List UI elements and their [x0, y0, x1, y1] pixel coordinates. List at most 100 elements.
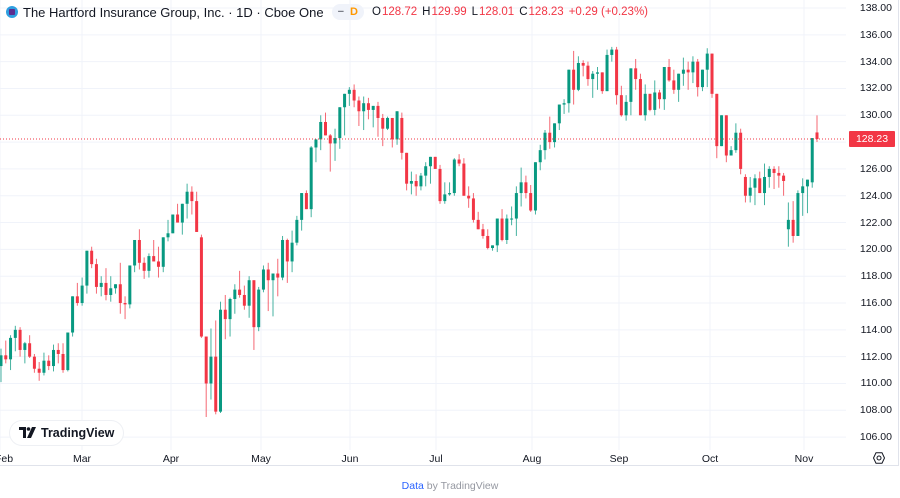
candle: [51, 344, 55, 372]
time-tick-label: May: [251, 453, 271, 465]
tradingview-watermark[interactable]: TradingView: [10, 421, 124, 445]
candle: [238, 270, 242, 298]
candle: [648, 93, 652, 112]
price-tick-label: 106.00: [859, 431, 892, 444]
data-attribution: Data by TradingView: [0, 480, 900, 492]
candle: [739, 128, 743, 175]
candle: [629, 68, 633, 116]
tradingview-logo-text: TradingView: [41, 426, 115, 440]
candlestick-plot[interactable]: [0, 0, 846, 465]
candle: [777, 166, 781, 188]
candle: [467, 186, 471, 208]
candle: [553, 123, 557, 148]
candle: [42, 352, 46, 376]
candle: [438, 164, 442, 204]
candle: [199, 234, 203, 338]
candle: [557, 104, 561, 131]
candle: [71, 296, 75, 337]
candle: [309, 146, 313, 218]
chart-container[interactable]: The Hartford Insurance Group, Inc. · 1D …: [0, 0, 899, 466]
candle: [80, 277, 84, 306]
candle: [366, 97, 370, 120]
candle: [796, 190, 800, 236]
candle: [142, 257, 146, 279]
candle: [720, 115, 724, 147]
last-price-badge: 128.23: [849, 131, 895, 148]
candle: [56, 343, 60, 364]
candle: [333, 128, 337, 161]
candle: [605, 49, 609, 92]
price-tick-label: 138.00: [859, 2, 892, 14]
candle: [85, 250, 89, 294]
candle: [228, 297, 232, 337]
candle: [548, 116, 552, 149]
candle: [99, 276, 103, 297]
candle: [219, 301, 223, 413]
price-tick-label: 110.00: [860, 377, 892, 390]
candle: [9, 335, 13, 371]
candle: [686, 61, 690, 90]
candle: [543, 130, 547, 160]
candle: [524, 175, 528, 199]
candle: [362, 96, 366, 131]
candle: [176, 203, 180, 223]
candle: [710, 53, 714, 98]
candle: [381, 113, 385, 147]
candle: [758, 171, 762, 194]
symbol-title[interactable]: The Hartford Insurance Group, Inc. · 1D …: [23, 4, 324, 20]
candle: [624, 95, 628, 121]
candle: [815, 115, 819, 142]
candle: [491, 245, 495, 251]
candle: [409, 171, 413, 195]
candle: [500, 209, 504, 242]
candle: [452, 158, 456, 196]
time-tick-label: Mar: [72, 453, 92, 465]
candle: [734, 123, 738, 153]
candle: [519, 167, 523, 207]
candle: [314, 139, 318, 163]
open-value: O128.72: [371, 6, 418, 18]
candle: [419, 172, 423, 191]
candle: [0, 348, 3, 383]
market-status-pill[interactable]: − D: [331, 4, 364, 20]
price-tick-label: 124.00: [859, 189, 892, 202]
candle: [295, 215, 299, 246]
candle: [271, 273, 275, 317]
candle: [414, 174, 418, 196]
candle: [118, 262, 122, 314]
candle: [805, 179, 809, 214]
candle: [572, 50, 576, 105]
price-tick-label: 122.00: [859, 216, 892, 229]
candle: [782, 172, 786, 196]
candle: [457, 154, 461, 167]
candle: [161, 237, 165, 273]
candle: [180, 203, 184, 235]
time-tick-label: Feb: [0, 453, 14, 465]
candle: [481, 223, 485, 239]
price-axis[interactable]: 138.00 136.00 134.00 132.00 130.00 126.00 124.…: [846, 0, 898, 465]
candle: [266, 262, 270, 312]
candle: [128, 265, 132, 309]
candle: [619, 85, 623, 117]
candle: [156, 246, 160, 278]
candle: [32, 353, 36, 373]
candle: [261, 265, 265, 293]
candle: [242, 285, 246, 310]
price-tick-label: 108.00: [859, 404, 892, 417]
settings-icon[interactable]: [873, 452, 885, 464]
candle: [281, 235, 285, 281]
candle: [567, 69, 571, 113]
candle: [323, 112, 327, 136]
candle: [290, 230, 294, 273]
candle: [791, 201, 795, 243]
candle: [810, 138, 814, 188]
candle: [715, 93, 719, 159]
candle: [533, 162, 537, 215]
candle: [152, 239, 156, 262]
attribution-text: by TradingView: [423, 480, 499, 492]
candle: [691, 56, 695, 84]
price-tick-label: 114.00: [860, 323, 892, 336]
candle: [658, 89, 662, 109]
data-link[interactable]: Data: [401, 480, 424, 492]
candle: [529, 185, 533, 212]
